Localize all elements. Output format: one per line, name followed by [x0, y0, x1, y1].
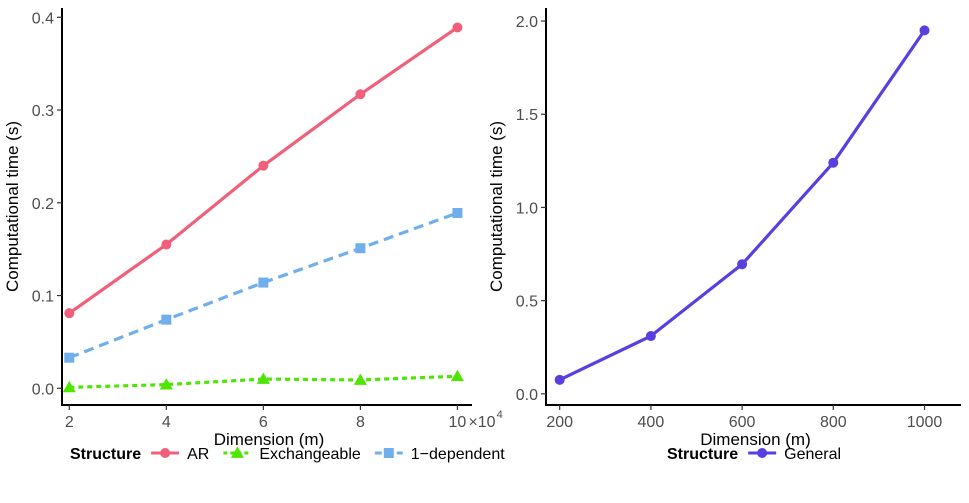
data-point-0-2: [258, 160, 269, 171]
data-point-0-1: [161, 239, 172, 250]
y-tick-label: 0.0: [32, 381, 54, 398]
x-axis-title: Dimension (m): [700, 430, 811, 449]
data-point-0-4: [919, 25, 930, 36]
x-tick-label: 400: [638, 414, 665, 431]
data-point-0-4: [452, 22, 463, 33]
data-point-0-0: [64, 308, 75, 319]
y-tick-label: 2.0: [516, 14, 538, 31]
data-point-0-3: [355, 89, 366, 100]
data-point-0-0: [554, 374, 565, 385]
x-tick-label: 200: [546, 414, 573, 431]
x-tick-label: 800: [820, 414, 847, 431]
legend-title: Structure: [70, 446, 141, 463]
y-tick-label: 0.5: [516, 294, 538, 311]
legend-label-2: 1−dependent: [411, 446, 505, 463]
series-line-1: [69, 374, 458, 389]
data-point-1-0: [62, 380, 76, 393]
y-tick-label: 0.1: [32, 289, 54, 306]
data-point-2-3: [355, 243, 366, 254]
data-point-1-2: [256, 372, 270, 384]
legend-label-0: General: [784, 446, 841, 463]
y-tick-label: 1.5: [516, 107, 538, 124]
legend-key-marker-0: [160, 448, 171, 458]
x-axis-multiplier: ×10: [468, 414, 495, 431]
y-tick-label: 0.0: [516, 387, 538, 404]
x-tick-label: 6: [259, 414, 268, 431]
series-line-0: [558, 29, 926, 382]
legend-label-0: AR: [187, 446, 209, 463]
x-axis-title: Dimension (m): [214, 430, 325, 449]
x-tick-label: 600: [729, 414, 756, 431]
panel-right: 0.0 0.5 1.0 1.5 2.0 200 400 600 800 1000 Dimension…: [487, 8, 961, 449]
y-tick-label: 0.2: [32, 196, 54, 213]
legend-title: Structure: [667, 446, 738, 463]
data-point-1-3: [353, 373, 367, 385]
x-tick-label: 1000: [907, 414, 943, 431]
data-point-0-1: [645, 331, 656, 342]
data-point-0-2: [737, 259, 748, 270]
data-point-0-3: [828, 157, 839, 168]
x-tick-label: 2: [65, 414, 74, 431]
x-tick-label: 10: [449, 414, 467, 431]
legend-key-marker-2: [383, 448, 394, 458]
y-tick-label: 0.4: [32, 10, 54, 27]
y-axis-title: Computational time (s): [3, 121, 22, 292]
legend-key-marker-1: [230, 446, 244, 458]
y-tick-label: 0.3: [32, 103, 54, 120]
legend-right: Structure General: [667, 446, 841, 463]
data-point-1-1: [159, 378, 173, 390]
y-tick-label: 1.0: [516, 200, 538, 217]
legend-label-1: Exchangeable: [259, 446, 361, 463]
legend-key-marker-0: [757, 448, 768, 458]
x-axis-multiplier-exponent: 4: [497, 409, 503, 421]
y-axis-title: Computational time (s): [487, 121, 506, 292]
data-point-2-2: [258, 277, 269, 288]
data-point-2-4: [452, 207, 463, 218]
data-point-1-4: [450, 369, 464, 382]
data-point-2-0: [64, 352, 75, 363]
x-tick-label: 8: [356, 414, 365, 431]
legend-left: Structure AR Exchangeable 1−dependent: [70, 446, 505, 463]
x-tick-label: 4: [162, 414, 171, 431]
data-point-2-1: [161, 314, 172, 325]
